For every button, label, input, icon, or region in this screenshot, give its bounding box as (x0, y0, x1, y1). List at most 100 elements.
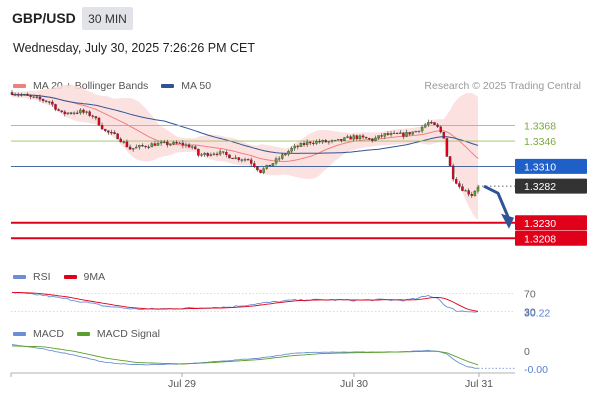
candle (315, 141, 318, 144)
candle (144, 145, 147, 148)
macd-signal-legend-label: MACD Signal (96, 328, 160, 340)
candle (333, 140, 337, 142)
candle (451, 165, 455, 180)
candle (364, 136, 368, 139)
ma50-swatch (161, 84, 175, 88)
candle (399, 132, 402, 134)
candles (10, 89, 480, 198)
macd-pane: 0 -0.00 (478, 346, 548, 376)
level-label: 1.3230 (524, 218, 556, 230)
candle (212, 153, 216, 155)
candle (368, 138, 371, 140)
candle (455, 178, 458, 184)
candle (324, 140, 328, 143)
candle (237, 157, 241, 161)
candle (178, 142, 181, 144)
bollinger-band (12, 84, 478, 221)
level-label: 1.3346 (524, 136, 556, 148)
candle (448, 156, 452, 166)
candle (290, 147, 293, 152)
candle (225, 152, 228, 155)
x-tick-label: Jul 29 (168, 378, 196, 390)
level-tag (515, 178, 587, 194)
candle (51, 101, 54, 105)
candle (100, 125, 104, 130)
candle (200, 154, 203, 156)
candle (436, 124, 439, 127)
candle (343, 137, 346, 141)
candle (296, 145, 300, 147)
candle (41, 99, 45, 101)
candle (66, 112, 70, 115)
candle (203, 152, 206, 155)
candle (234, 157, 237, 159)
candle (63, 111, 67, 115)
candle (374, 137, 377, 141)
candle (302, 143, 306, 145)
candle (423, 124, 427, 128)
candle (187, 144, 191, 148)
candle (277, 158, 281, 160)
candle (380, 135, 383, 137)
candle (243, 159, 247, 161)
candle (169, 144, 172, 146)
candle (476, 187, 480, 192)
candle (85, 111, 88, 113)
candle (218, 151, 222, 155)
candle (467, 190, 470, 195)
research-credit: Research © 2025 Trading Central (424, 80, 581, 92)
candle (20, 94, 23, 96)
candle (461, 186, 464, 191)
macd-swatch (13, 332, 26, 336)
candle (411, 131, 414, 135)
candle (330, 140, 334, 142)
candle (222, 151, 225, 153)
rsi-level-label: 30 (524, 307, 536, 319)
candle (240, 159, 244, 161)
candle (246, 159, 250, 161)
candle (287, 151, 290, 155)
candle (141, 145, 144, 147)
rsi-ma-line (11, 291, 479, 312)
candle (175, 142, 178, 144)
candle (445, 138, 449, 157)
level-tag (515, 215, 587, 231)
candle (138, 145, 141, 148)
candle (128, 146, 132, 150)
candle (355, 135, 359, 140)
candle (395, 132, 399, 134)
candle (430, 122, 433, 124)
candle (284, 154, 287, 156)
candle (110, 132, 113, 134)
candle (122, 141, 126, 143)
candle (318, 141, 321, 143)
candle (103, 128, 107, 131)
candle (402, 132, 405, 137)
level-tag (515, 158, 587, 174)
candle (166, 141, 169, 146)
candle (414, 131, 418, 133)
candle (256, 166, 259, 171)
rsi-line (11, 291, 479, 313)
candle (259, 169, 262, 173)
candle (97, 117, 101, 126)
candle (253, 163, 256, 167)
candle (194, 146, 197, 150)
candle (215, 153, 219, 155)
candle (473, 191, 477, 196)
rsi-legend-label: RSI (33, 271, 51, 283)
level-label: 1.3310 (524, 161, 556, 173)
rsi-last-label: 30.22 (524, 307, 550, 319)
candle (38, 96, 42, 100)
candle (327, 141, 331, 143)
candle (131, 148, 135, 150)
candle (293, 145, 296, 149)
candle (69, 112, 73, 114)
forecast-arrow (483, 184, 510, 218)
candle (13, 94, 17, 96)
candle (91, 115, 95, 117)
interval-button[interactable]: 30 MIN (82, 7, 133, 30)
candle (107, 130, 110, 133)
